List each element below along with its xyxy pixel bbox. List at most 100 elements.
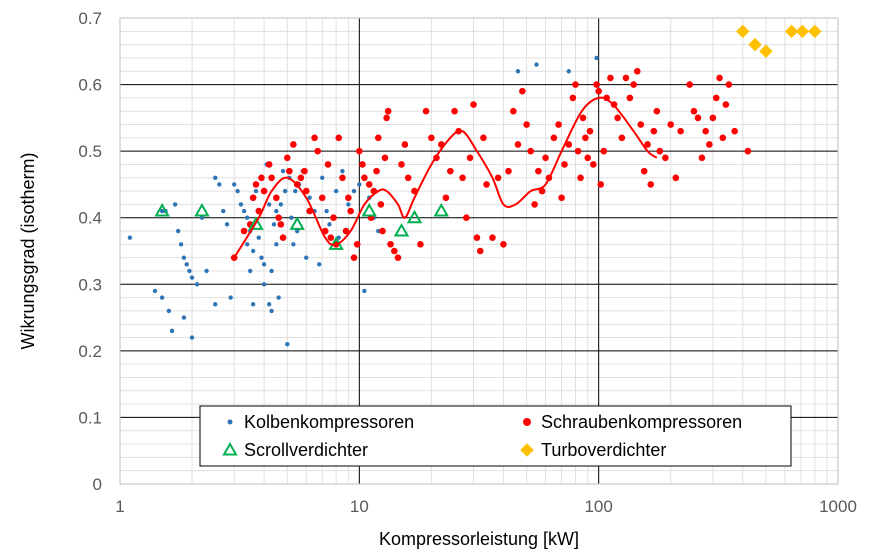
data-point [640,167,648,175]
x-tick-label: 10 [350,497,369,516]
legend-marker [222,441,238,456]
data-point [282,188,288,194]
data-point [534,62,539,67]
data-point [722,101,730,108]
data-point [189,335,195,340]
data-point [172,202,178,207]
x-tick-label: 100 [584,497,612,516]
data-point [189,275,195,280]
data-point [245,242,250,247]
y-tick-label: 0.1 [78,408,102,427]
data-point [515,69,521,74]
data-point [250,248,256,254]
data-point [706,141,713,148]
data-point [297,174,305,182]
data-point [266,302,272,307]
data-point [314,147,322,155]
data-point [393,223,410,237]
data-point [301,167,308,175]
data-point [404,174,412,182]
data-point [194,282,200,287]
x-tick-label: 1000 [819,497,857,516]
data-point [600,147,608,155]
data-point [356,147,363,155]
data-point [330,214,337,222]
data-point [184,262,189,267]
data-point [359,161,366,168]
legend-box [199,405,792,467]
data-point [716,74,723,82]
data-point [406,209,423,224]
data-point [154,203,170,217]
data-point [712,94,720,102]
data-point [565,141,573,148]
data-point [289,215,294,220]
legend-item: Kolbenkompressoren [227,412,414,432]
data-point [374,134,382,142]
trend-line [233,96,658,259]
data-point [647,181,655,188]
data-point [653,107,661,115]
legend-label: Kolbenkompressoren [244,412,414,432]
data-point [279,234,287,241]
data-point [383,114,390,122]
data-point [199,215,205,220]
data-point [607,74,614,82]
data-point [584,154,592,162]
legend-label: Schraubenkompressoren [541,412,742,432]
data-point [274,208,279,214]
data-point [152,288,158,294]
data-point [422,107,430,115]
data-point [387,241,394,248]
data-point [290,141,297,148]
data-point [350,254,358,261]
data-point [808,24,822,39]
data-point [690,107,698,115]
series-2 [154,203,450,250]
data-point [353,241,361,248]
series-3 [736,24,822,58]
data-point [286,167,293,175]
data-point [275,214,282,222]
data-point [381,154,389,162]
data-point [340,168,345,174]
x-tick-label: 1 [115,497,124,516]
data-point [577,174,584,182]
data-points [127,24,822,347]
data-point [593,81,600,88]
data-point [261,262,267,267]
data-point [318,194,326,202]
data-point [294,228,300,234]
data-point [159,208,165,214]
data-point [268,174,275,182]
data-point [269,268,274,274]
data-point [784,24,799,39]
data-point [510,107,517,115]
data-point [187,268,192,274]
data-point [391,247,398,255]
data-point [258,174,265,182]
data-point [249,194,257,202]
y-axis-ticks: 0 0.1 0.2 0.3 0.4 0.5 0.6 0.7 [78,9,102,494]
data-point [542,154,549,162]
data-point [459,174,466,182]
data-point [463,214,470,222]
data-point [159,295,165,300]
data-point [269,308,274,314]
y-tick-label: 0.7 [78,9,102,28]
data-point [213,302,218,307]
data-point [694,114,702,122]
data-point [677,127,684,135]
data-point [667,121,675,128]
data-point [379,227,386,235]
legend-item: Scrollverdichter [222,440,368,460]
data-point [574,147,582,155]
data-point [470,101,477,108]
data-point [231,182,237,187]
data-point [169,328,175,334]
y-tick-label: 0.4 [78,209,102,228]
data-point [260,187,268,195]
data-point [342,227,350,235]
data-point [538,187,546,195]
